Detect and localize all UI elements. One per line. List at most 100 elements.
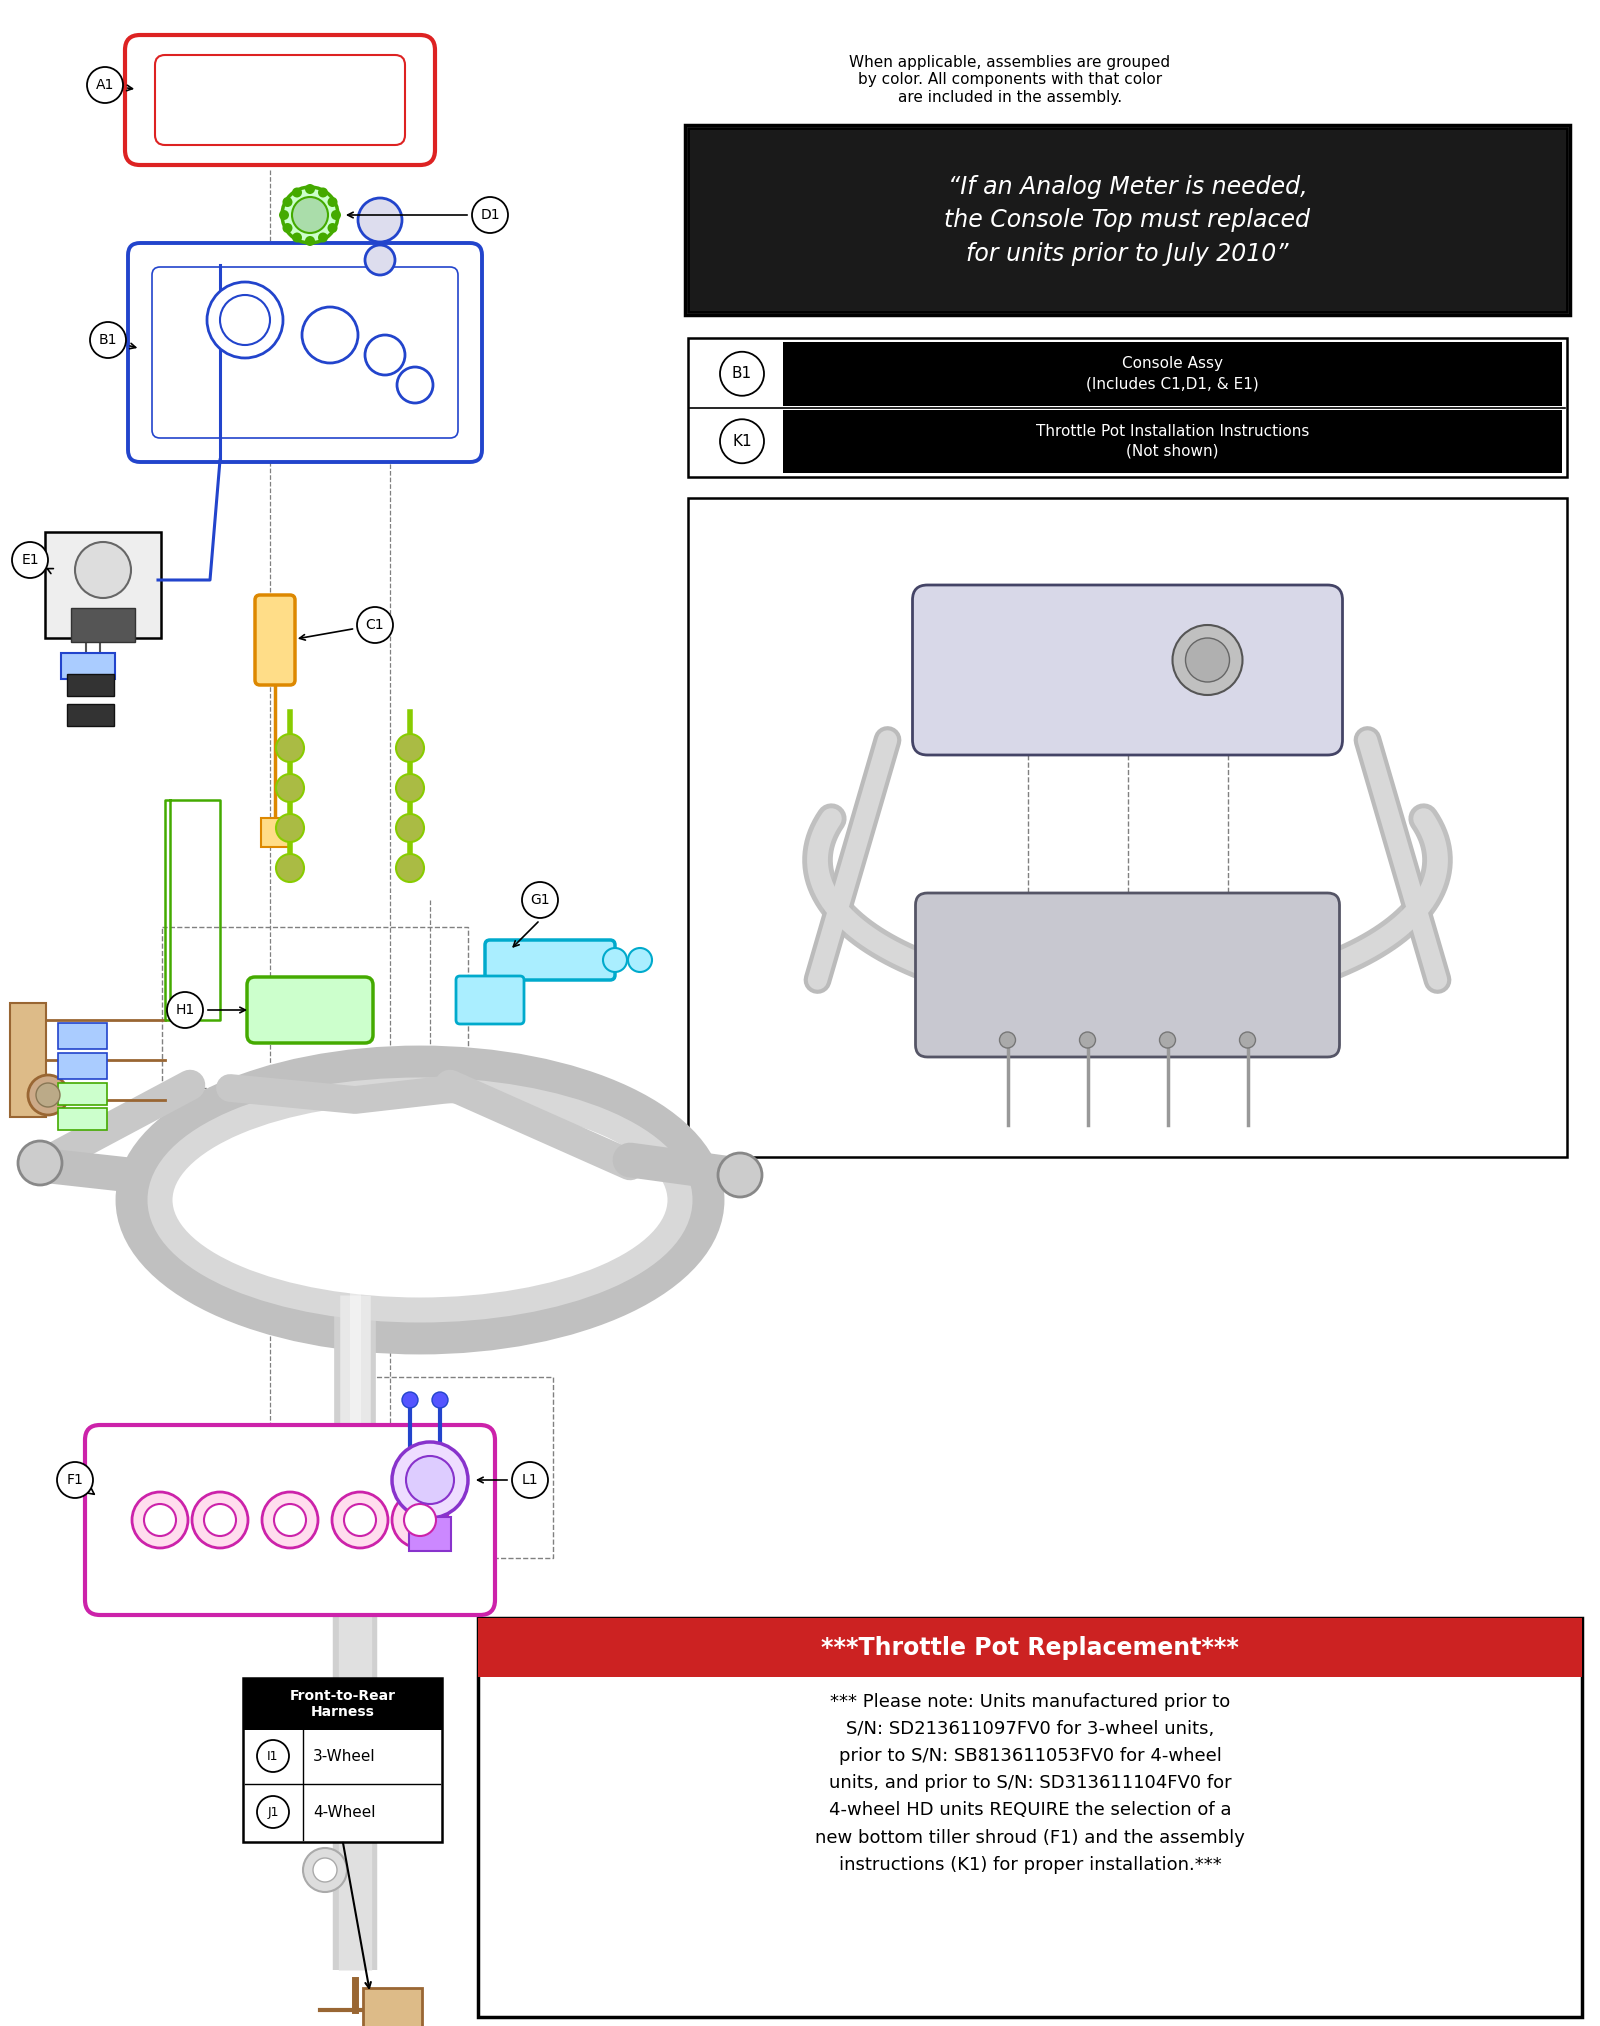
Circle shape [402, 1392, 418, 1408]
Circle shape [406, 1457, 454, 1503]
FancyBboxPatch shape [58, 1054, 107, 1080]
Text: B1: B1 [731, 367, 752, 381]
Text: J1: J1 [267, 1805, 278, 1819]
Circle shape [274, 1503, 306, 1536]
Circle shape [333, 1491, 387, 1548]
Circle shape [131, 1491, 189, 1548]
Text: A1: A1 [96, 77, 114, 91]
Text: L1: L1 [522, 1473, 538, 1487]
Circle shape [306, 235, 315, 245]
Circle shape [1173, 624, 1243, 695]
Circle shape [258, 1795, 290, 1827]
Circle shape [397, 367, 434, 403]
FancyBboxPatch shape [478, 1619, 1582, 1678]
Circle shape [283, 223, 293, 233]
Circle shape [397, 855, 424, 881]
FancyBboxPatch shape [58, 1108, 107, 1131]
Circle shape [718, 1153, 762, 1197]
Circle shape [206, 282, 283, 359]
Circle shape [262, 1491, 318, 1548]
FancyBboxPatch shape [67, 703, 114, 725]
Text: K1: K1 [733, 434, 752, 448]
Circle shape [331, 211, 341, 221]
Circle shape [277, 855, 304, 881]
Circle shape [328, 223, 338, 233]
Circle shape [86, 67, 123, 103]
FancyBboxPatch shape [67, 675, 114, 697]
Text: 4-Wheel: 4-Wheel [314, 1805, 376, 1819]
Circle shape [1186, 638, 1229, 683]
Circle shape [365, 334, 405, 375]
Circle shape [1000, 1031, 1016, 1047]
Circle shape [403, 1503, 435, 1536]
Circle shape [392, 1491, 448, 1548]
Circle shape [432, 1392, 448, 1408]
Circle shape [365, 245, 395, 276]
FancyBboxPatch shape [254, 596, 294, 685]
Circle shape [328, 197, 338, 207]
Circle shape [344, 1503, 376, 1536]
FancyBboxPatch shape [485, 940, 614, 981]
FancyBboxPatch shape [61, 652, 115, 679]
Circle shape [397, 774, 424, 802]
Circle shape [277, 814, 304, 843]
Circle shape [166, 993, 203, 1027]
Text: E1: E1 [21, 553, 38, 567]
FancyBboxPatch shape [456, 977, 525, 1023]
Circle shape [291, 233, 302, 243]
Circle shape [306, 184, 315, 194]
FancyBboxPatch shape [915, 893, 1339, 1058]
Text: H1: H1 [176, 1003, 195, 1017]
FancyBboxPatch shape [363, 1988, 422, 2026]
Circle shape [512, 1463, 547, 1497]
FancyBboxPatch shape [45, 533, 162, 638]
Circle shape [302, 1848, 347, 1892]
Circle shape [258, 1740, 290, 1773]
FancyBboxPatch shape [128, 243, 482, 462]
Circle shape [318, 233, 328, 243]
Circle shape [392, 1443, 467, 1517]
Text: Console Assy
(Includes C1,D1, & E1): Console Assy (Includes C1,D1, & E1) [1086, 357, 1259, 391]
Text: “If an Analog Meter is needed,
the Console Top must replaced
for units prior to : “If an Analog Meter is needed, the Conso… [944, 174, 1310, 265]
Circle shape [205, 1503, 237, 1536]
Text: When applicable, assemblies are grouped
by color. All components with that color: When applicable, assemblies are grouped … [850, 55, 1171, 105]
Circle shape [291, 188, 302, 197]
Circle shape [720, 419, 765, 464]
FancyBboxPatch shape [58, 1023, 107, 1049]
FancyBboxPatch shape [246, 977, 373, 1043]
Circle shape [603, 948, 627, 972]
FancyBboxPatch shape [478, 1619, 1582, 2018]
Ellipse shape [190, 1120, 650, 1280]
Text: B1: B1 [99, 332, 117, 346]
FancyBboxPatch shape [688, 128, 1566, 312]
Circle shape [522, 881, 558, 918]
Text: Front-to-Rear
Harness: Front-to-Rear Harness [290, 1690, 395, 1720]
Circle shape [1080, 1031, 1096, 1047]
Circle shape [291, 197, 328, 233]
FancyBboxPatch shape [261, 819, 290, 847]
Circle shape [29, 1076, 67, 1114]
Circle shape [18, 1141, 62, 1185]
Circle shape [358, 199, 402, 241]
Circle shape [90, 322, 126, 359]
Text: *** Please note: Units manufactured prior to
S/N: SD213611097FV0 for 3-wheel uni: *** Please note: Units manufactured prio… [814, 1694, 1245, 1874]
FancyBboxPatch shape [782, 409, 1562, 472]
FancyBboxPatch shape [85, 1424, 494, 1615]
FancyBboxPatch shape [912, 586, 1342, 756]
Circle shape [720, 353, 765, 395]
Circle shape [282, 186, 338, 243]
FancyBboxPatch shape [10, 1003, 46, 1116]
Text: I1: I1 [267, 1750, 278, 1763]
Circle shape [1160, 1031, 1176, 1047]
Circle shape [318, 188, 328, 197]
Circle shape [221, 296, 270, 344]
Circle shape [397, 814, 424, 843]
FancyBboxPatch shape [243, 1678, 442, 1730]
Text: G1: G1 [530, 893, 550, 908]
Text: C1: C1 [366, 618, 384, 632]
Ellipse shape [160, 1090, 680, 1311]
Circle shape [302, 308, 358, 363]
Text: Throttle Pot Installation Instructions
(Not shown): Throttle Pot Installation Instructions (… [1035, 423, 1309, 458]
FancyBboxPatch shape [70, 608, 134, 642]
FancyBboxPatch shape [243, 1678, 442, 1842]
